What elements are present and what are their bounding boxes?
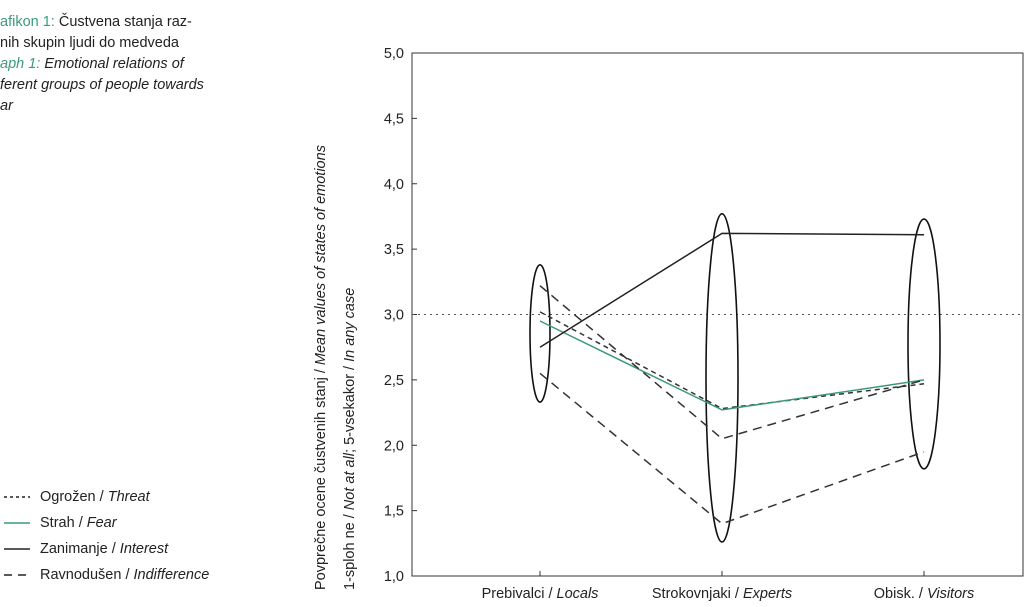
- y-tick-label: 1,0: [384, 569, 404, 585]
- confidence-ellipses: [529, 213, 941, 543]
- y-tick-label: 5,0: [384, 46, 404, 62]
- series-line: [539, 311, 925, 410]
- confidence-ellipse: [705, 213, 739, 543]
- caption-en-line1: aph 1: Emotional relations of: [0, 54, 280, 75]
- series-lines: [539, 232, 925, 525]
- legend-swatch-fear: [4, 522, 30, 524]
- legend-item-threat: Ogrožen / Threat: [2, 484, 209, 510]
- caption-sl-label: afikon 1:: [0, 14, 55, 30]
- series-line: [539, 232, 925, 348]
- legend-label-indifference-sl: Ravnodušen: [40, 567, 122, 583]
- legend-swatch-interest: [4, 548, 30, 550]
- caption-sl-line1: afikon 1: Čustvena stanja raz-: [0, 12, 280, 33]
- caption-en-label: aph 1:: [0, 56, 41, 72]
- legend-label-threat-sl: Ogrožen: [40, 489, 96, 505]
- confidence-ellipse: [529, 264, 551, 403]
- caption-en-text-b: ferent groups of people towards: [0, 77, 204, 93]
- legend-label-indifference-en: Indifference: [133, 567, 210, 583]
- y-tick-label: 3,5: [384, 242, 404, 258]
- chart-legend: Ogrožen / Threat Strah / Fear Zanimanje …: [2, 484, 209, 588]
- y-tick-label: 2,0: [384, 438, 404, 454]
- series-line: [539, 285, 925, 440]
- legend-label-fear-en: Fear: [86, 515, 117, 531]
- y-tick-label: 1,5: [384, 504, 404, 520]
- figure-caption: afikon 1: Čustvena stanja raz- nih skupi…: [0, 12, 280, 117]
- x-tick-label: Strokovnjaki / Experts: [652, 586, 792, 602]
- confidence-ellipse: [907, 218, 941, 470]
- legend-swatch-threat: [4, 496, 30, 498]
- caption-en-text-c: ar: [0, 98, 13, 114]
- legend-label-threat-en: Threat: [107, 489, 150, 505]
- legend-swatch-indifference: [4, 574, 30, 576]
- y-tick-label: 3,0: [384, 308, 404, 324]
- x-axis: Prebivalci / Locals Strokovnjaki / Expert…: [482, 571, 974, 602]
- y-axis-label-1: Povprečne ocene čustvenih stanj / Mean v…: [313, 145, 329, 590]
- legend-label-interest-sl: Zanimanje: [40, 541, 108, 557]
- caption-sl-text-b: nih skupin ljudi do medveda: [0, 35, 179, 51]
- y-tick-label: 2,5: [384, 373, 404, 389]
- y-axis-label-2: 1-sploh ne / Not at all; 5-vsekakor / In…: [342, 288, 358, 590]
- caption-en-text-a: Emotional relations of: [44, 56, 184, 72]
- legend-item-indifference: Ravnodušen / Indifference: [2, 562, 209, 588]
- series-line: [539, 372, 925, 525]
- y-tick-label: 4,0: [384, 177, 404, 193]
- caption-sl-text-a: Čustvena stanja raz-: [58, 14, 192, 30]
- x-tick-label: Obisk. / Visitors: [874, 586, 974, 602]
- legend-label-fear-sl: Strah: [40, 515, 75, 531]
- series-line: [539, 320, 925, 411]
- y-axis: 1,0 1,5 2,0 2,5 3,0 3,5 4,0 4,5 5,0: [384, 46, 417, 585]
- x-tick-label: Prebivalci / Locals: [482, 586, 599, 602]
- y-tick-label: 4,5: [384, 111, 404, 127]
- legend-label-interest-en: Interest: [119, 541, 169, 557]
- legend-item-interest: Zanimanje / Interest: [2, 536, 209, 562]
- legend-item-fear: Strah / Fear: [2, 510, 209, 536]
